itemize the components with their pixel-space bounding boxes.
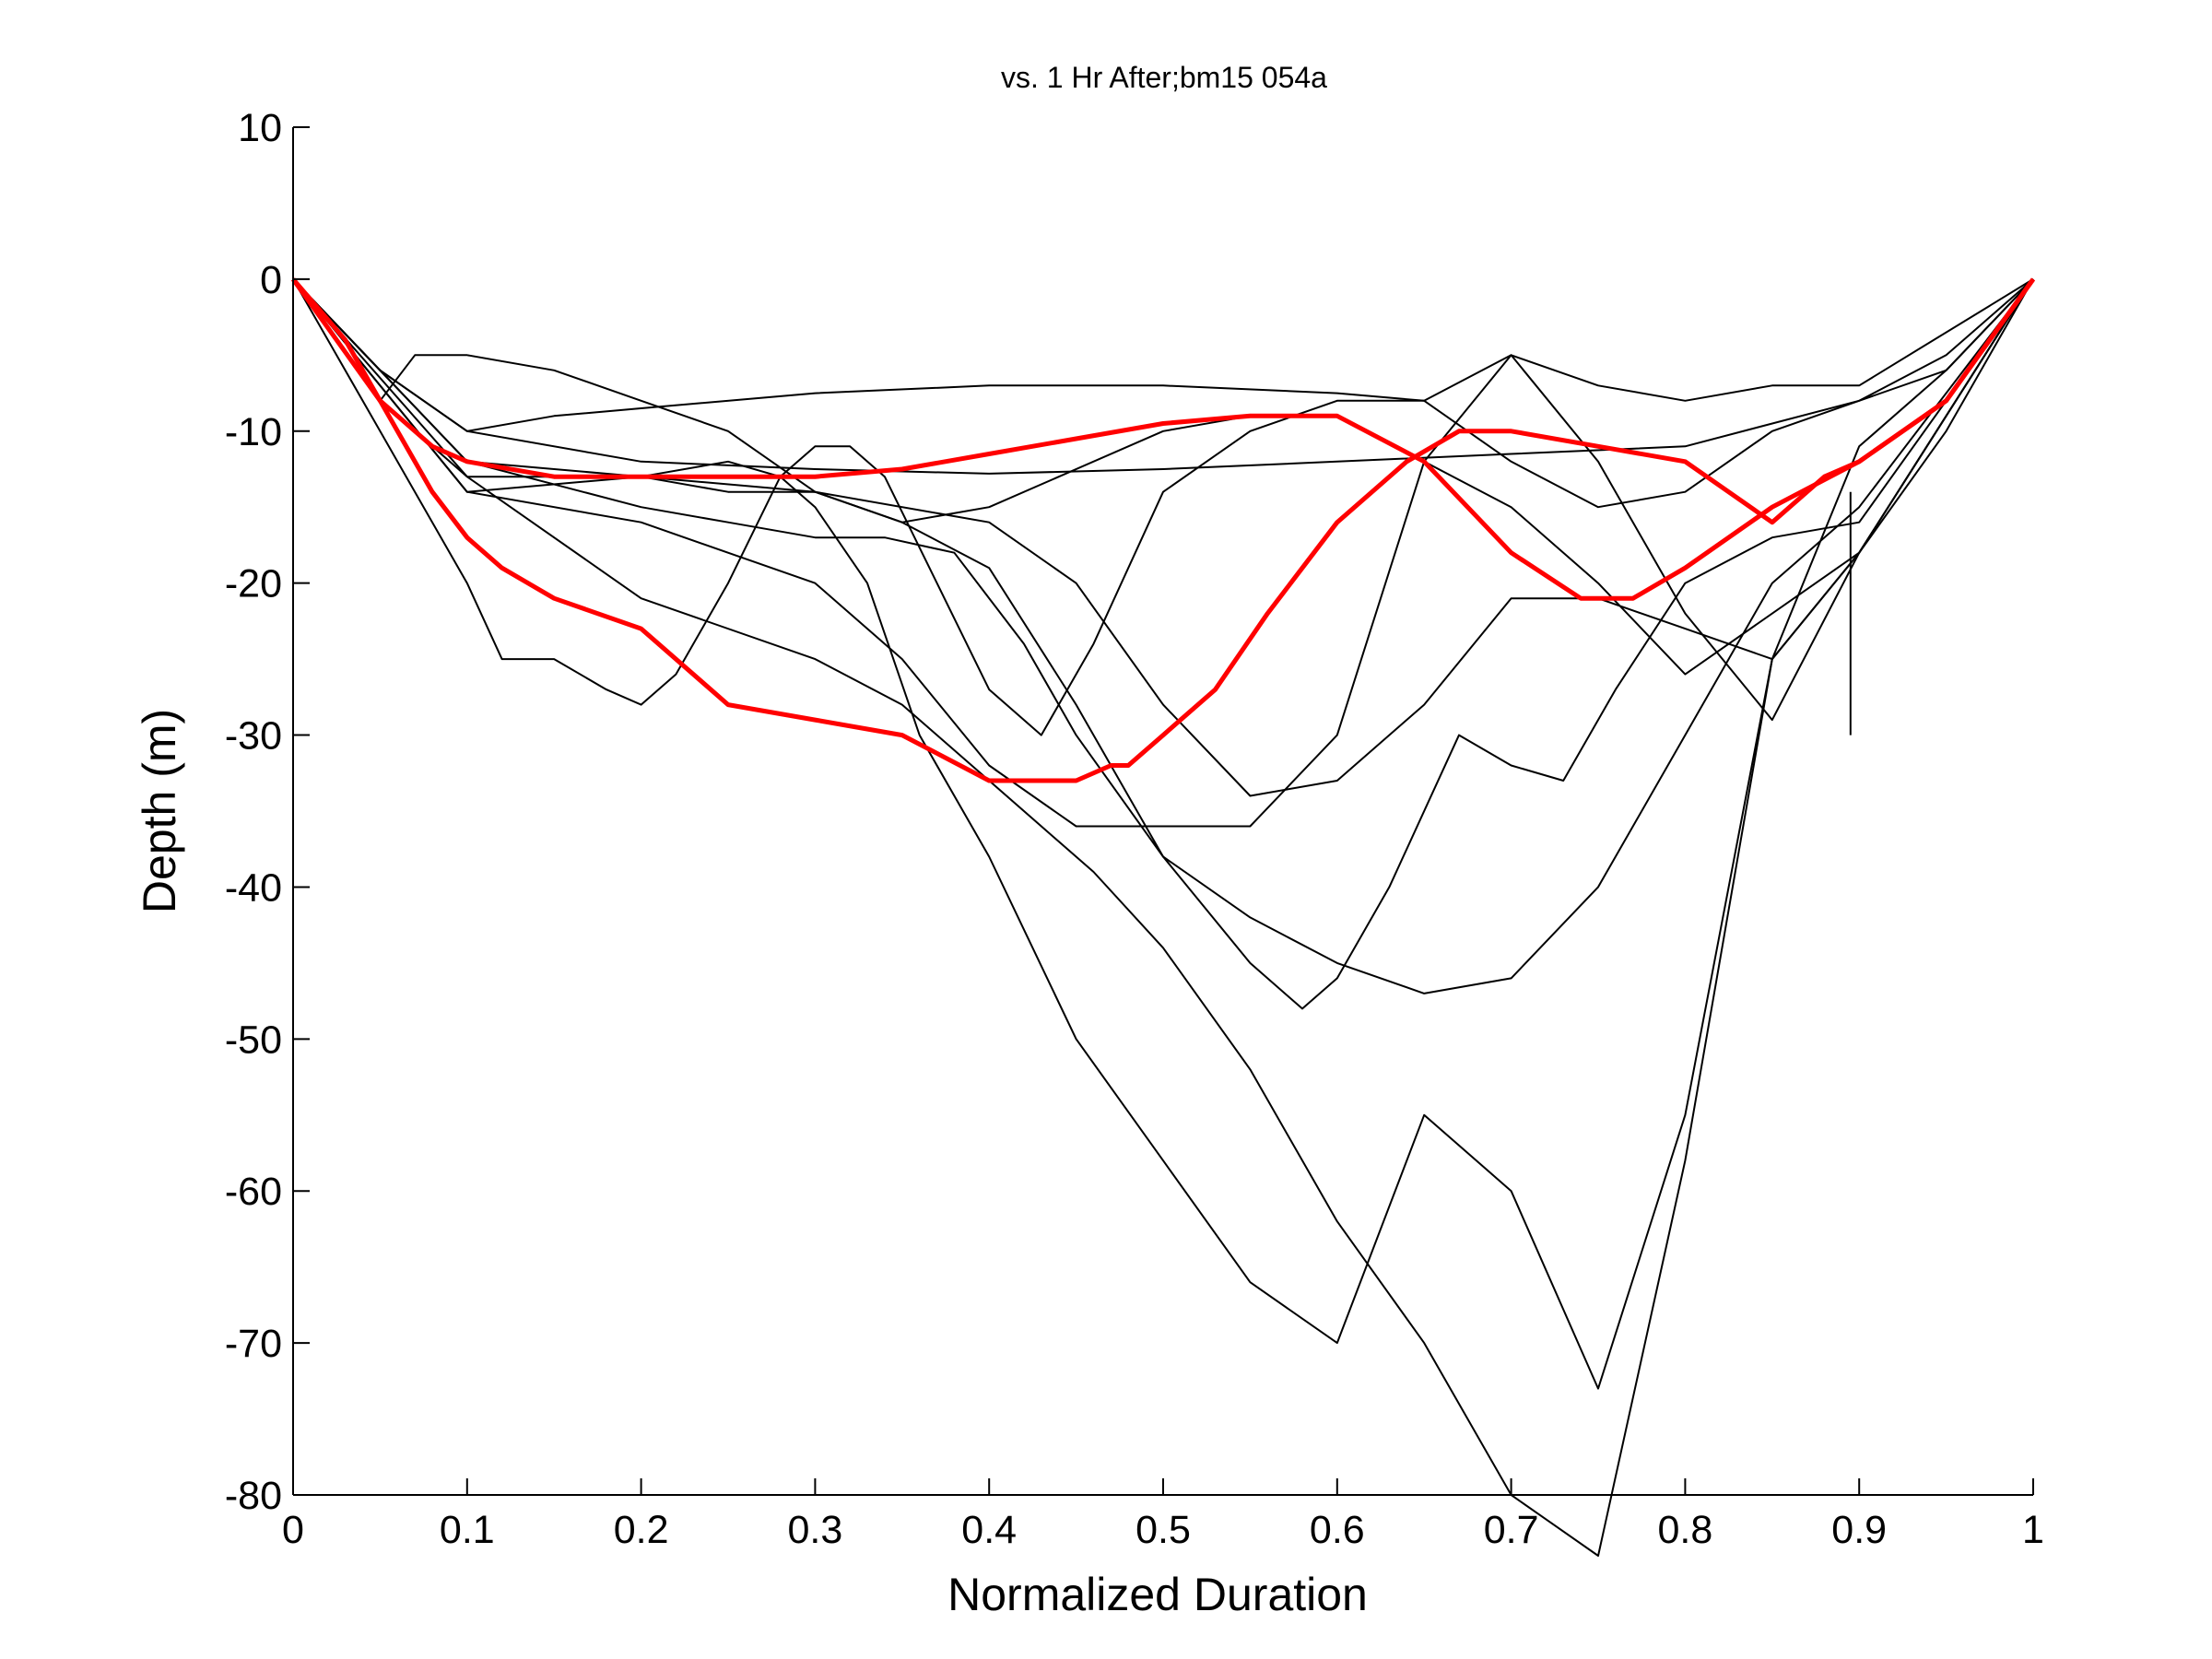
x-tick-label: 0.8 (1658, 1508, 1713, 1552)
x-tick-label: 0.3 (788, 1508, 843, 1552)
y-tick-label: -40 (225, 865, 282, 910)
x-tick-label: 0.7 (1484, 1508, 1539, 1552)
y-tick-label: 10 (238, 106, 282, 150)
plot-area (290, 277, 2036, 1557)
dive-profile-line-3 (292, 278, 2034, 676)
x-tick-label: 0 (282, 1508, 304, 1552)
dive-profile-line-10 (292, 278, 2034, 994)
y-tick-label: 0 (260, 258, 282, 302)
dive-profile-line-5 (292, 278, 2034, 1557)
x-axis-label: Normalized Duration (947, 1569, 1368, 1620)
x-tick-label: 1 (2022, 1508, 2044, 1552)
x-tick-label: 0.6 (1310, 1508, 1365, 1552)
y-tick-label: -20 (225, 562, 282, 606)
x-tick-label: 0.9 (1831, 1508, 1887, 1552)
y-axis-ticks: 10 0 -10 -20 -30 -40 -50 -60 -70 -80 (225, 106, 310, 1518)
y-tick-label: -80 (225, 1474, 282, 1518)
chart-title: vs. 1 Hr After;bm15 054a (1001, 61, 1327, 94)
dive-profile-line-4 (292, 278, 2034, 736)
y-tick-label: -10 (225, 410, 282, 454)
highlighted-dive-profile-line-12 (291, 277, 2036, 783)
y-tick-label: -70 (225, 1322, 282, 1366)
y-axis-label: Depth (m) (134, 709, 185, 913)
dive-profile-line-2 (292, 278, 2034, 432)
y-tick-label: -30 (225, 714, 282, 759)
dive-profile-line-9 (292, 278, 2034, 828)
dive-profile-line-7 (292, 278, 2034, 1010)
x-axis-ticks: 0 0.1 0.2 0.3 0.4 0.5 0.6 0.7 0.8 0.9 1 (282, 1478, 2044, 1552)
dive-profile-line-1 (292, 278, 2034, 475)
highlighted-dive-profile-line-13 (290, 277, 2036, 601)
x-tick-label: 0.2 (614, 1508, 669, 1552)
y-tick-label: -60 (225, 1170, 282, 1214)
x-tick-label: 0.1 (440, 1508, 495, 1552)
x-tick-label: 0.5 (1135, 1508, 1191, 1552)
y-tick-label: -50 (225, 1018, 282, 1062)
x-tick-label: 0.4 (961, 1508, 1017, 1552)
